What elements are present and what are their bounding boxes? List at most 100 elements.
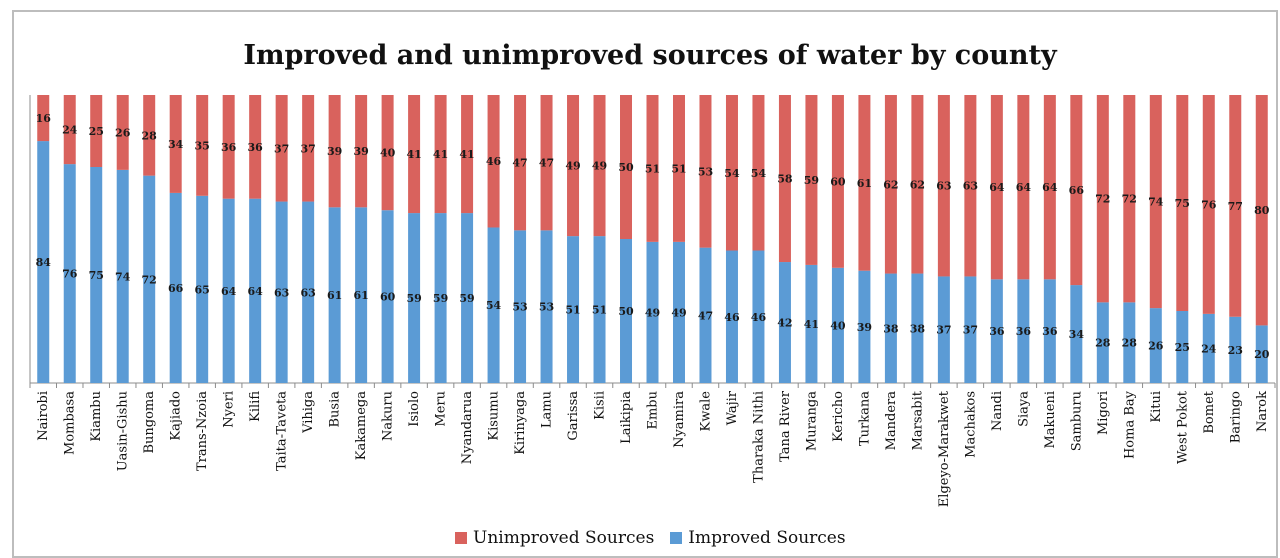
data-label-improved-32: 38 — [883, 322, 899, 335]
bar-unimproved-40 — [1096, 95, 1109, 303]
data-label-unimproved-32: 62 — [883, 178, 898, 191]
bar-unimproved-11 — [328, 95, 341, 208]
bar-unimproved-1 — [63, 95, 76, 165]
data-label-improved-4: 72 — [142, 273, 157, 286]
data-label-unimproved-37: 64 — [1016, 181, 1032, 194]
category-label-37: Siaya — [1016, 391, 1031, 427]
bar-unimproved-22 — [620, 95, 633, 239]
category-label-6: Trans-Nzoia — [195, 391, 210, 471]
data-label-improved-10: 63 — [300, 286, 315, 299]
category-label-12: Kakamega — [354, 391, 369, 460]
bar-unimproved-38 — [1043, 95, 1056, 280]
bar-unimproved-18 — [514, 95, 527, 231]
category-label-11: Busia — [328, 391, 343, 428]
bar-unimproved-6 — [196, 95, 209, 196]
category-label-44: Bomet — [1202, 390, 1217, 433]
data-label-unimproved-44: 76 — [1201, 198, 1217, 211]
data-label-unimproved-17: 46 — [486, 155, 502, 168]
data-label-improved-19: 53 — [539, 301, 554, 314]
bar-improved-32 — [884, 273, 897, 383]
bar-unimproved-43 — [1176, 95, 1189, 311]
data-label-improved-33: 38 — [910, 322, 926, 335]
data-label-unimproved-19: 47 — [539, 157, 554, 170]
data-label-improved-45: 23 — [1228, 344, 1243, 357]
bar-unimproved-7 — [222, 95, 235, 199]
data-label-unimproved-46: 80 — [1254, 204, 1270, 217]
bar-improved-34 — [937, 276, 950, 383]
bar-unimproved-35 — [964, 95, 977, 277]
data-label-unimproved-36: 64 — [989, 181, 1005, 194]
category-label-45: Baringo — [1228, 391, 1243, 443]
bar-improved-18 — [514, 230, 527, 383]
bar-unimproved-23 — [646, 95, 659, 242]
category-label-29: Muranga — [804, 391, 819, 451]
data-label-improved-41: 28 — [1122, 337, 1138, 350]
bar-improved-13 — [381, 210, 394, 383]
bar-improved-6 — [196, 195, 209, 383]
bar-improved-38 — [1043, 279, 1056, 383]
bar-unimproved-17 — [487, 95, 500, 228]
bar-unimproved-16 — [461, 95, 474, 214]
legend-item-improved: Improved Sources — [670, 528, 846, 548]
bar-improved-19 — [540, 230, 553, 383]
bar-unimproved-33 — [911, 95, 924, 274]
bar-improved-16 — [461, 213, 474, 383]
data-label-unimproved-22: 50 — [618, 161, 634, 174]
data-label-unimproved-9: 37 — [274, 142, 289, 155]
bar-improved-44 — [1202, 313, 1215, 383]
data-label-unimproved-39: 66 — [1069, 184, 1085, 197]
category-label-2: Kiambu — [89, 391, 104, 442]
data-label-unimproved-30: 60 — [830, 175, 846, 188]
legend-swatch-unimproved — [455, 532, 467, 544]
category-label-18: Kirinyaga — [513, 391, 528, 455]
bar-unimproved-32 — [884, 95, 897, 274]
bar-improved-1 — [63, 164, 76, 383]
category-label-17: Kisumu — [487, 391, 502, 441]
category-label-39: Samburu — [1069, 391, 1084, 451]
category-label-9: Taita-Taveta — [275, 391, 290, 471]
bar-unimproved-29 — [805, 95, 818, 265]
bar-unimproved-15 — [434, 95, 447, 214]
data-label-improved-16: 59 — [459, 292, 474, 305]
bar-improved-43 — [1176, 311, 1189, 383]
bar-unimproved-21 — [593, 95, 606, 237]
category-label-35: Machakos — [963, 391, 978, 458]
data-label-unimproved-38: 64 — [1042, 181, 1058, 194]
data-label-improved-38: 36 — [1042, 325, 1058, 338]
category-label-24: Nyamira — [672, 391, 687, 448]
data-label-improved-37: 36 — [1016, 325, 1032, 338]
bar-unimproved-46 — [1255, 95, 1268, 326]
data-label-improved-15: 59 — [433, 292, 448, 305]
data-label-improved-46: 20 — [1254, 348, 1270, 361]
category-label-41: Homa Bay — [1122, 390, 1137, 459]
bar-improved-15 — [434, 213, 447, 383]
bar-unimproved-44 — [1202, 95, 1215, 314]
data-label-unimproved-5: 34 — [168, 138, 184, 151]
category-label-0: Nairobi — [36, 391, 51, 441]
bar-improved-27 — [752, 250, 765, 383]
category-label-42: Kitui — [1149, 391, 1164, 423]
bar-improved-10 — [302, 201, 315, 383]
bar-improved-20 — [567, 236, 580, 383]
data-label-unimproved-4: 28 — [142, 129, 158, 142]
bar-improved-28 — [778, 262, 791, 383]
bar-unimproved-39 — [1070, 95, 1083, 286]
bar-unimproved-36 — [990, 95, 1003, 280]
data-label-unimproved-3: 26 — [115, 126, 131, 139]
data-label-improved-8: 64 — [248, 285, 264, 298]
data-label-unimproved-13: 40 — [380, 147, 396, 160]
category-label-40: Migori — [1096, 391, 1111, 435]
data-label-unimproved-23: 51 — [645, 162, 660, 175]
category-label-30: Kericho — [831, 391, 846, 442]
data-label-improved-3: 74 — [115, 270, 131, 283]
category-label-15: Meru — [434, 391, 449, 427]
data-label-unimproved-45: 77 — [1228, 200, 1243, 213]
data-label-improved-43: 25 — [1175, 341, 1190, 354]
bar-improved-11 — [328, 207, 341, 383]
category-label-27: Tharaka Nithi — [751, 391, 766, 483]
data-label-improved-0: 84 — [36, 256, 52, 269]
bar-unimproved-20 — [567, 95, 580, 237]
category-label-23: Embu — [646, 391, 661, 430]
chart-legend: Unimproved Sources Improved Sources — [455, 528, 862, 548]
